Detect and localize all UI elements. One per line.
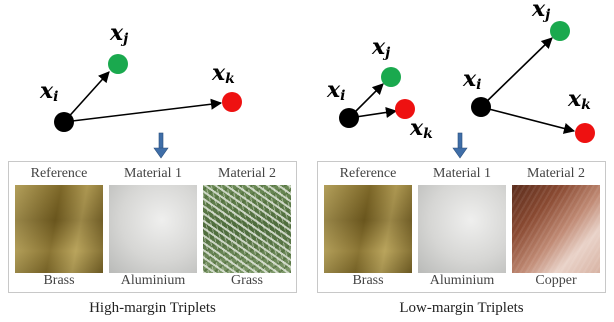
left-col-material-1: Material 1 Aluminium [107,166,199,289]
node-xk-right-b [575,123,595,143]
low-margin-panel: Reference Brass Material 1 Aluminium Mat… [317,161,606,293]
right-reference-material: Brass [352,273,384,288]
label-xi-right-b: xi [462,66,481,93]
label-xi-left: xi [39,78,58,105]
edge-xi-xk-left [63,98,223,123]
node-xj-right-b [550,21,570,41]
node-xk-left [222,92,242,112]
label-xk-right-b: xk [567,86,591,113]
left-material1-header: Material 1 [124,166,182,181]
left-reference-header: Reference [30,166,88,181]
label-xi-right-a: xi [326,77,345,104]
high-margin-graph: xi xj xk [39,20,242,132]
node-xi-right-a [339,108,359,128]
right-material1-header: Material 1 [433,166,491,181]
node-xj-right-a [381,67,401,87]
left-grass-swatch [203,185,291,273]
edge-xi-xk-right-b [480,106,576,134]
right-brass-swatch [324,185,412,273]
node-xj-left [108,54,128,74]
node-xi-left [54,112,74,132]
right-reference-header: Reference [339,166,397,181]
left-material2-header: Material 2 [218,166,276,181]
down-arrow-right [452,132,468,159]
low-margin-graph-b: xi xj xk [462,0,595,143]
high-margin-caption: High-margin Triplets [89,300,216,316]
low-margin-caption: Low-margin Triplets [399,300,524,316]
high-margin-panel: Reference Brass Material 1 Aluminium Mat… [8,161,297,293]
right-material1-material: Aluminium [429,273,495,288]
label-xj-left: xj [109,20,128,47]
label-xk-right-a: xk [409,115,433,142]
left-brass-swatch [15,185,103,273]
label-xk-left: xk [211,60,235,87]
label-xj-right-a: xj [371,34,390,61]
right-col-material-1: Material 1 Aluminium [416,166,508,289]
node-xk-right-a [395,99,415,119]
left-reference-material: Brass [43,273,75,288]
right-aluminium-swatch [418,185,506,273]
right-copper-swatch [512,185,600,273]
edge-xi-xj-right-b [480,37,553,108]
label-xj-right-b: xj [531,0,550,23]
right-material2-material: Copper [535,273,577,288]
right-col-material-2: Material 2 Copper [510,166,602,289]
left-col-material-2: Material 2 Grass [201,166,293,289]
low-margin-graph-a: xi xj xk [326,34,433,142]
right-col-reference: Reference Brass [322,166,414,289]
down-arrow-left [153,132,169,159]
node-xi-right-b [471,97,491,117]
edge-xi-xj-left [63,71,110,123]
left-material1-material: Aluminium [120,273,186,288]
right-material2-header: Material 2 [527,166,585,181]
left-aluminium-swatch [109,185,197,273]
left-material2-material: Grass [231,273,263,288]
left-col-reference: Reference Brass [13,166,105,289]
